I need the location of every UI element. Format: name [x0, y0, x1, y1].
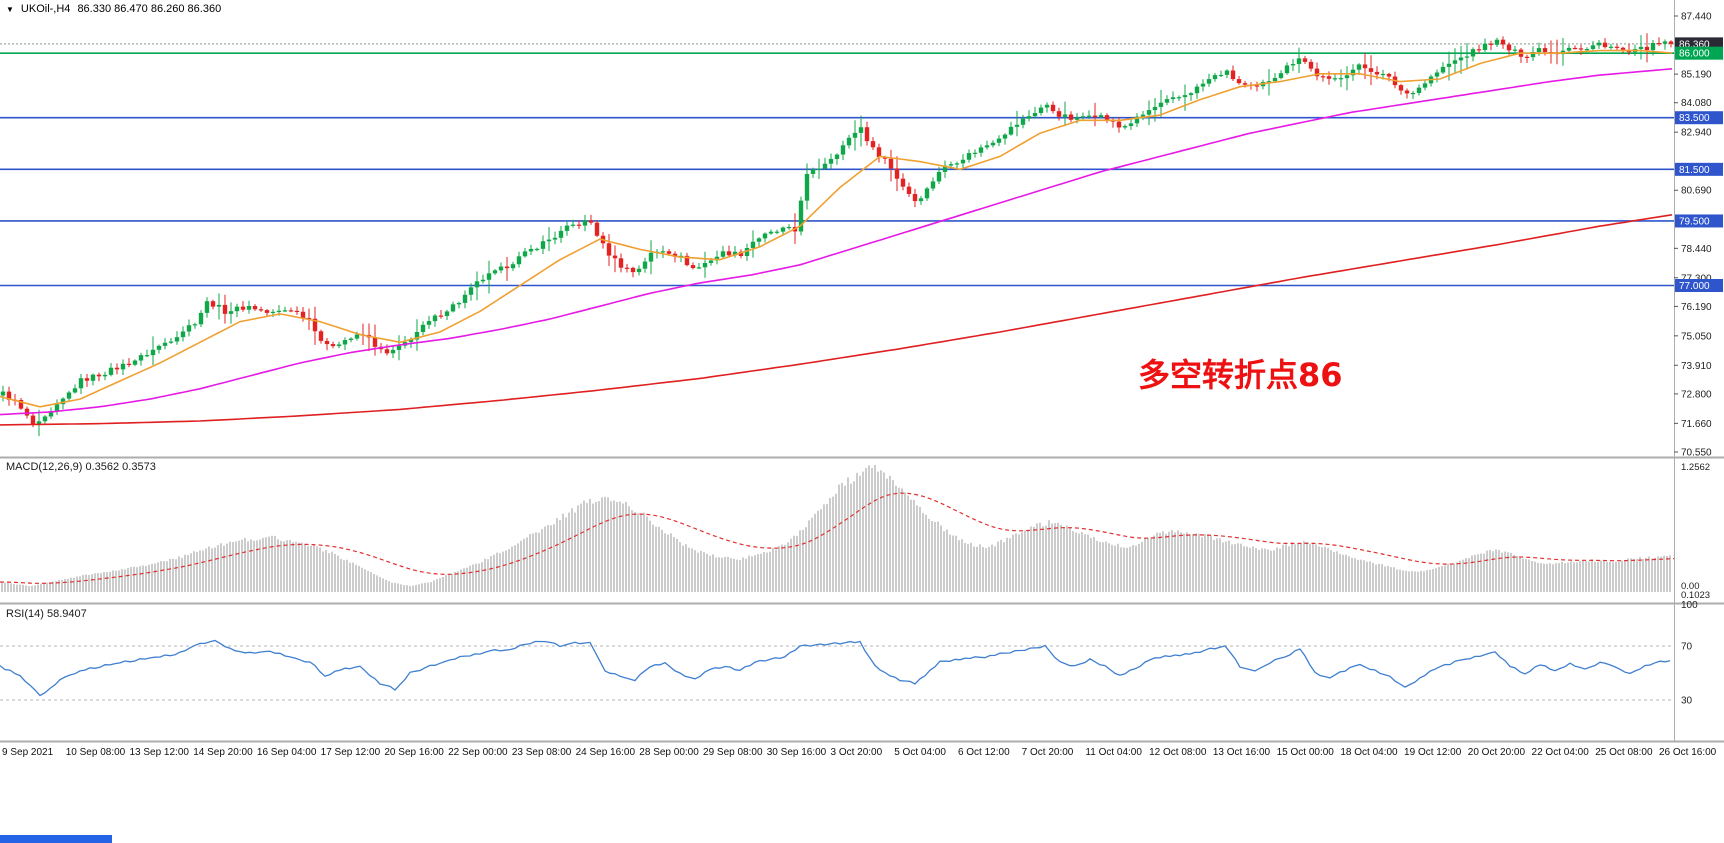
- svg-text:83.500: 83.500: [1679, 113, 1710, 124]
- svg-text:26 Oct 16:00: 26 Oct 16:00: [1659, 747, 1717, 758]
- svg-text:23 Sep 08:00: 23 Sep 08:00: [512, 747, 572, 758]
- svg-text:28 Sep 00:00: 28 Sep 00:00: [639, 747, 699, 758]
- svg-text:0.1023: 0.1023: [1681, 590, 1710, 601]
- svg-text:70.550: 70.550: [1681, 448, 1712, 459]
- macd-axis[interactable]: 1.2562 0.000.1023: [1681, 462, 1710, 601]
- svg-text:78.440: 78.440: [1681, 244, 1712, 255]
- svg-text:72.800: 72.800: [1681, 389, 1712, 400]
- svg-text:71.660: 71.660: [1681, 419, 1712, 430]
- svg-text:14 Sep 20:00: 14 Sep 20:00: [193, 747, 253, 758]
- svg-text:77.300: 77.300: [1681, 273, 1712, 284]
- svg-text:20 Oct 20:00: 20 Oct 20:00: [1468, 747, 1526, 758]
- svg-text:16 Sep 04:00: 16 Sep 04:00: [257, 747, 317, 758]
- svg-text:7 Oct 20:00: 7 Oct 20:00: [1022, 747, 1074, 758]
- macd-histogram: [1, 465, 1671, 592]
- price-tag: [1675, 46, 1723, 60]
- svg-text:30 Sep 16:00: 30 Sep 16:00: [767, 747, 827, 758]
- svg-text:100: 100: [1681, 600, 1698, 611]
- price-tag: [1675, 111, 1723, 125]
- macd-indicator-label: MACD(12,26,9) 0.3562 0.3573: [6, 461, 156, 473]
- svg-text:25 Oct 08:00: 25 Oct 08:00: [1595, 747, 1653, 758]
- rsi-panel: [0, 639, 1674, 701]
- svg-text:20 Sep 16:00: 20 Sep 16:00: [384, 747, 444, 758]
- chart-symbol-period: UKOil-,H4: [20, 3, 71, 15]
- svg-text:84.080: 84.080: [1681, 98, 1712, 109]
- price-tag: [1675, 278, 1723, 292]
- svg-text:10 Sep 08:00: 10 Sep 08:00: [66, 747, 126, 758]
- chart-text-annotation[interactable]: 多空转折点86: [1138, 356, 1343, 394]
- macd-signal-line: [0, 492, 1675, 584]
- svg-text:82.940: 82.940: [1681, 128, 1712, 139]
- svg-text:9 Sep 2021: 9 Sep 2021: [2, 747, 54, 758]
- svg-text:87.440: 87.440: [1681, 12, 1712, 23]
- symbol-dropdown-icon: ▼: [6, 4, 14, 14]
- rsi-line: [0, 639, 1671, 697]
- ma-fast-line: [0, 49, 1673, 408]
- svg-text:17 Sep 12:00: 17 Sep 12:00: [321, 747, 381, 758]
- svg-text:15 Oct 00:00: 15 Oct 00:00: [1277, 747, 1335, 758]
- time-axis[interactable]: 9 Sep 2021 10 Sep 08:00 13 Sep 12:00 14 Sep…: [2, 747, 1717, 758]
- svg-text:30: 30: [1681, 696, 1693, 707]
- price-tag: [1675, 162, 1723, 176]
- svg-text:29 Sep 08:00: 29 Sep 08:00: [703, 747, 763, 758]
- rsi-indicator-label: RSI(14) 58.9407: [6, 608, 87, 620]
- svg-text:22 Sep 00:00: 22 Sep 00:00: [448, 747, 508, 758]
- svg-text:19 Oct 12:00: 19 Oct 12:00: [1404, 747, 1462, 758]
- svg-text:73.910: 73.910: [1681, 361, 1712, 372]
- price-tag: [1675, 214, 1723, 228]
- svg-text:80.690: 80.690: [1681, 186, 1712, 197]
- price-axis[interactable]: 87.440 85.190 84.080 82.940 80.690 78.440 77.3…: [1674, 12, 1712, 459]
- svg-text:0.00: 0.00: [1681, 581, 1700, 592]
- svg-text:70: 70: [1681, 642, 1693, 653]
- svg-text:22 Oct 04:00: 22 Oct 04:00: [1532, 747, 1590, 758]
- svg-text:85.190: 85.190: [1681, 70, 1712, 81]
- svg-text:13 Sep 12:00: 13 Sep 12:00: [129, 747, 189, 758]
- svg-text:86.360: 86.360: [1679, 39, 1710, 50]
- svg-text:75.050: 75.050: [1681, 331, 1712, 342]
- horizontal-level-lines[interactable]: [0, 43, 1674, 287]
- rsi-axis[interactable]: 100 70 30: [1681, 600, 1698, 707]
- svg-text:18 Oct 04:00: 18 Oct 04:00: [1340, 747, 1398, 758]
- svg-text:11 Oct 04:00: 11 Oct 04:00: [1085, 747, 1142, 758]
- svg-text:5 Oct 04:00: 5 Oct 04:00: [894, 747, 946, 758]
- svg-text:12 Oct 08:00: 12 Oct 08:00: [1149, 747, 1207, 758]
- svg-text:1.2562: 1.2562: [1681, 462, 1710, 473]
- svg-text:76.190: 76.190: [1681, 302, 1712, 313]
- chart-ohlc-readout: 86.330 86.470 86.260 86.360: [77, 3, 222, 15]
- svg-text:6 Oct 12:00: 6 Oct 12:00: [958, 747, 1010, 758]
- moving-average-lines: [0, 49, 1673, 426]
- svg-text:81.500: 81.500: [1679, 165, 1710, 176]
- chart-title-bar: ▼ UKOil-,H4 86.330 86.470 86.260 86.360: [6, 3, 221, 15]
- svg-text:77.000: 77.000: [1679, 281, 1710, 292]
- svg-text:24 Sep 16:00: 24 Sep 16:00: [576, 747, 636, 758]
- svg-text:13 Oct 16:00: 13 Oct 16:00: [1213, 747, 1271, 758]
- svg-text:86.000: 86.000: [1679, 49, 1710, 60]
- ma-medium-line: [0, 68, 1673, 416]
- svg-text:79.500: 79.500: [1679, 216, 1710, 227]
- ma-slow-line: [0, 214, 1673, 426]
- panel-separators: [0, 0, 1724, 743]
- taskbar-fragment[interactable]: [0, 835, 112, 843]
- svg-text:3 Oct 20:00: 3 Oct 20:00: [830, 747, 882, 758]
